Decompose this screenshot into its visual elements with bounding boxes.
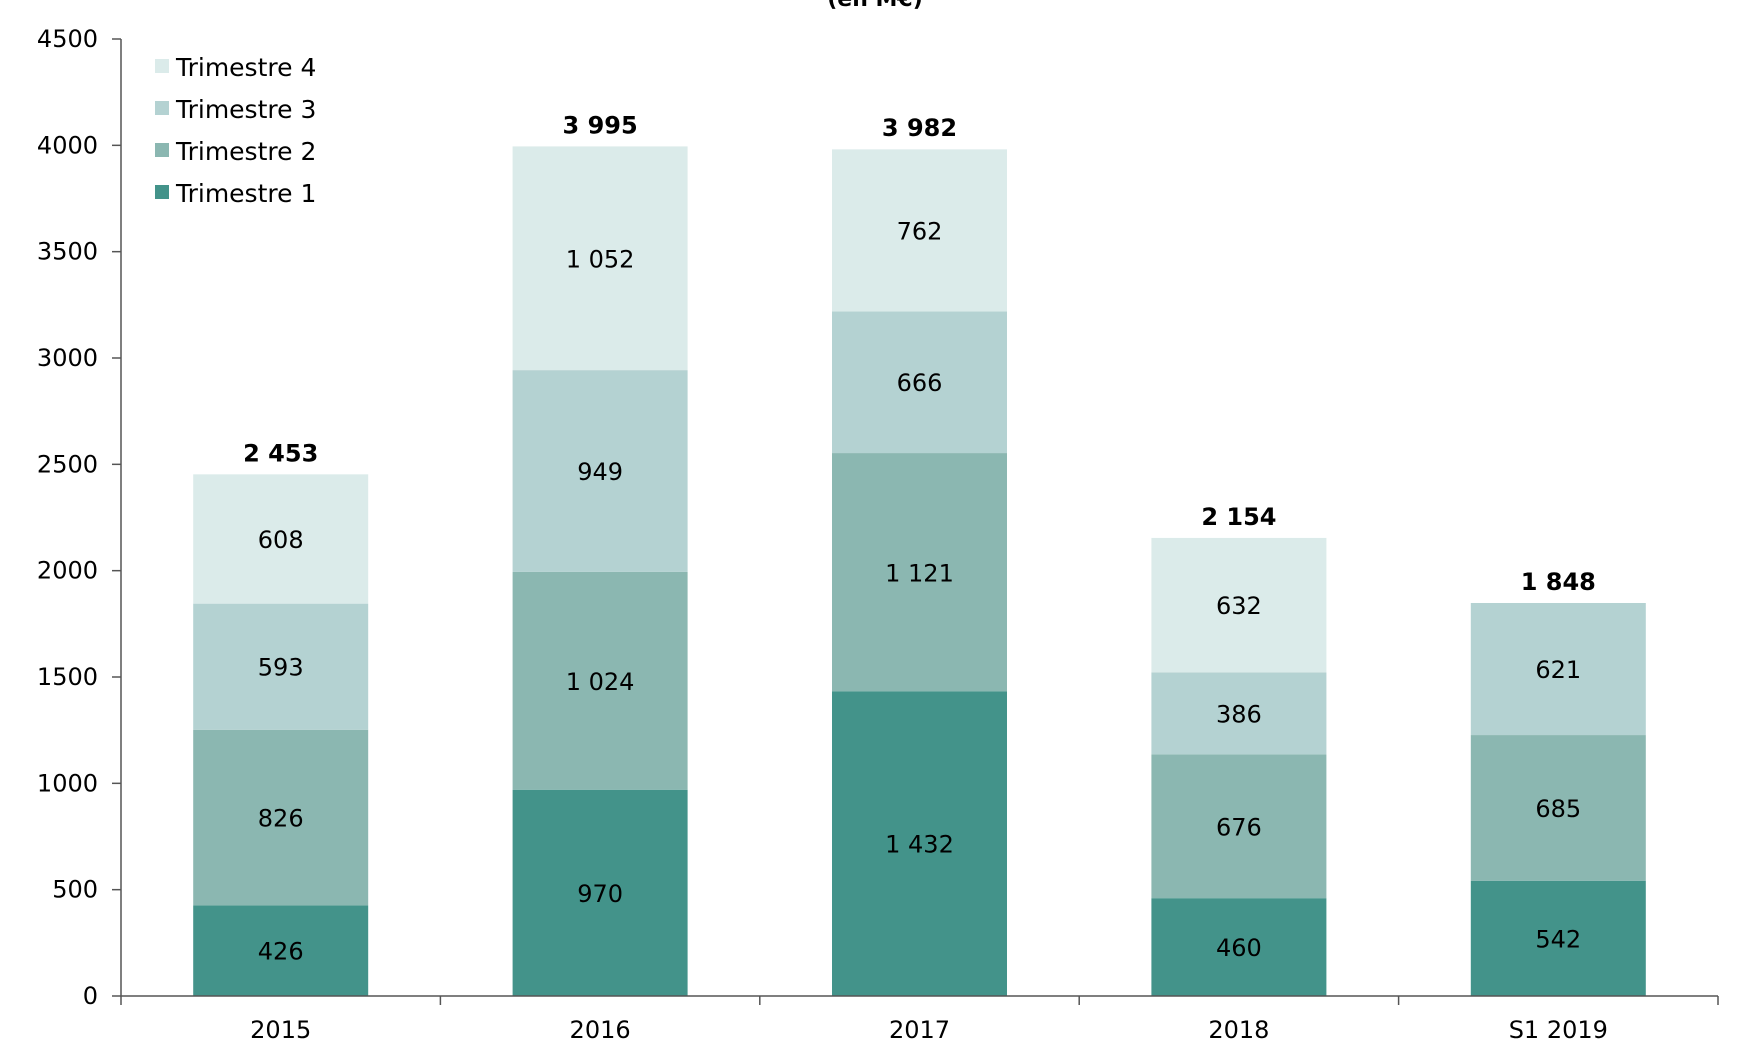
- chart-title: (en M€): [827, 0, 923, 12]
- bar-segment: [193, 729, 369, 906]
- legend-swatch: [155, 59, 169, 73]
- bar-segment: [512, 789, 688, 996]
- data-label: 826: [258, 805, 304, 833]
- data-label: 608: [258, 526, 304, 554]
- bar-segment: [1470, 880, 1646, 996]
- x-tick-label: S1 2019: [1509, 1016, 1608, 1044]
- bar-group: 1 432 1 121 666 762 3 982: [832, 114, 1007, 996]
- data-label: 460: [1216, 934, 1262, 962]
- y-tick-label: 500: [52, 876, 98, 904]
- bar-segment: [512, 370, 688, 572]
- data-label: 632: [1216, 592, 1262, 620]
- data-label: 1 052: [566, 245, 635, 273]
- bar-segment: [1470, 735, 1646, 881]
- legend-label: Trimestre 3: [175, 95, 316, 124]
- x-tick-label: 2017: [889, 1016, 950, 1044]
- data-label: 593: [258, 654, 304, 682]
- bar-segment: [193, 603, 369, 730]
- bar-segment: [1151, 672, 1327, 755]
- x-tick-label: 2018: [1208, 1016, 1269, 1044]
- bar-segment: [832, 453, 1007, 692]
- y-tick-label: 0: [83, 982, 98, 1010]
- axes-layer: 0 500 1000 1500 2000 2500 3000 3500 4000 4500 2015…: [37, 25, 1719, 1044]
- bar-segment: [193, 474, 369, 604]
- bar-segment: [1470, 602, 1646, 736]
- y-tick-label: 2500: [37, 450, 98, 478]
- legend-swatch: [155, 143, 169, 157]
- data-label: 1 121: [885, 559, 954, 587]
- legend-label: Trimestre 1: [175, 179, 316, 208]
- data-label: 386: [1216, 700, 1262, 728]
- total-label: 3 982: [882, 114, 957, 142]
- y-tick-label: 4500: [37, 25, 98, 53]
- bar-segment: [1151, 754, 1327, 899]
- data-label: 762: [897, 217, 943, 245]
- y-tick-label: 1500: [37, 663, 98, 691]
- bar-group: 542 685 621 1 848: [1470, 568, 1646, 996]
- data-label: 426: [258, 938, 304, 966]
- bar-group: 970 1 024 949 1 052 3 995: [512, 111, 688, 996]
- bar-segment: [832, 311, 1007, 454]
- bar-segment: [193, 905, 369, 996]
- bar-segment: [512, 571, 688, 790]
- bar-segment: [1151, 898, 1327, 996]
- bar-segment: [512, 146, 688, 371]
- legend: Trimestre 4 Trimestre 3 Trimestre 2 Trimest…: [155, 53, 316, 208]
- data-label: 685: [1535, 795, 1581, 823]
- data-label: 666: [897, 369, 943, 397]
- bar-group: 460 676 386 632 2 154: [1151, 503, 1327, 996]
- x-tick-label: 2016: [570, 1016, 631, 1044]
- bars-layer: 426 826 593 608 2 453 970 1 024 949 1 052 3 995 1 …: [193, 111, 1646, 996]
- data-label: 970: [577, 880, 623, 908]
- y-tick-label: 2000: [37, 557, 98, 585]
- bar-segment: [832, 691, 1007, 996]
- data-label: 621: [1535, 656, 1581, 684]
- data-label: 949: [577, 458, 623, 486]
- total-label: 2 154: [1201, 503, 1276, 531]
- bar-segment: [832, 149, 1007, 312]
- legend-label: Trimestre 4: [175, 53, 316, 82]
- bar-segment: [1151, 537, 1327, 673]
- data-label: 1 432: [885, 831, 954, 859]
- total-label: 1 848: [1521, 568, 1596, 596]
- legend-label: Trimestre 2: [175, 137, 316, 166]
- data-label: 1 024: [566, 668, 635, 696]
- data-label: 676: [1216, 813, 1262, 841]
- y-tick-label: 1000: [37, 769, 98, 797]
- y-tick-label: 3000: [37, 344, 98, 372]
- y-tick-label: 3500: [37, 238, 98, 266]
- x-tick-label: 2015: [250, 1016, 311, 1044]
- total-label: 2 453: [243, 439, 318, 467]
- legend-swatch: [155, 185, 169, 199]
- bar-group: 426 826 593 608 2 453: [193, 439, 369, 996]
- data-label: 542: [1535, 925, 1581, 953]
- legend-swatch: [155, 101, 169, 115]
- y-tick-label: 4000: [37, 131, 98, 159]
- total-label: 3 995: [563, 111, 638, 139]
